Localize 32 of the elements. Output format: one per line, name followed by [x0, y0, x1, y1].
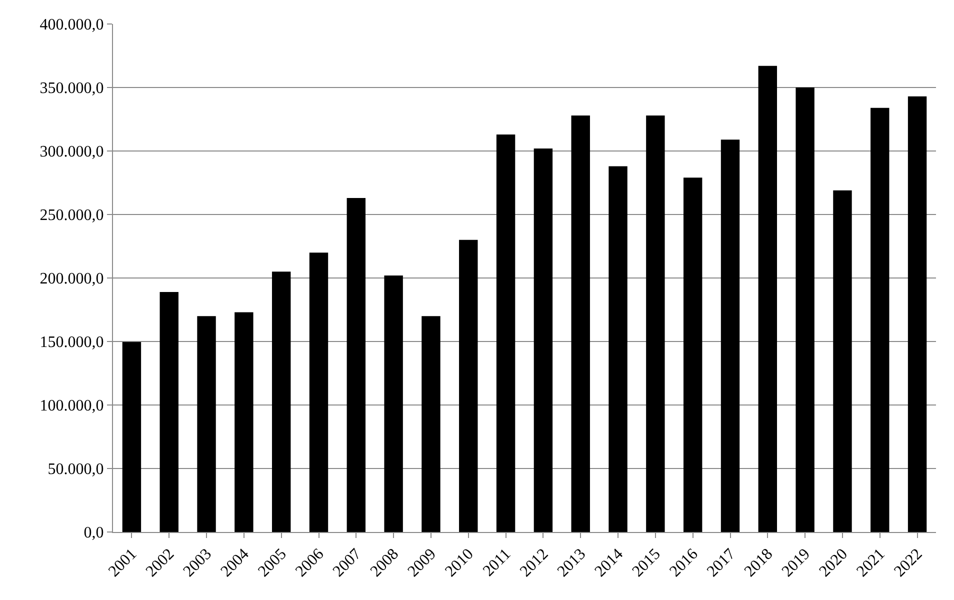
bar [833, 190, 852, 532]
bar [758, 66, 778, 532]
y-tick-label: 100.000,0 [40, 398, 104, 415]
bar [160, 292, 178, 532]
y-tick-label: 250.000,0 [40, 207, 104, 224]
bar [608, 166, 628, 532]
bar [384, 275, 403, 532]
bar [683, 178, 702, 532]
y-tick-label: 350.000,0 [40, 80, 104, 98]
bar [272, 272, 291, 532]
bar [496, 134, 516, 532]
bar [422, 316, 440, 532]
bar [309, 252, 328, 532]
x-tick-label: 2011 [480, 546, 514, 580]
bar [796, 88, 814, 532]
bar [571, 115, 590, 532]
y-tick-label: 150.000,0 [40, 334, 104, 352]
y-tick-label: 400.000,0 [40, 16, 104, 34]
bar [197, 316, 216, 532]
bar [534, 148, 553, 532]
y-tick-label: 200.000,0 [40, 270, 104, 288]
y-tick-label: 0,0 [84, 524, 104, 542]
bar [870, 108, 890, 532]
bar [122, 342, 142, 532]
bar [720, 140, 740, 532]
y-tick-label: 300.000,0 [40, 144, 104, 161]
bar [646, 115, 665, 532]
bar [908, 96, 927, 532]
bar [459, 240, 478, 532]
bar [346, 198, 366, 532]
y-tick-label: 50.000,0 [48, 461, 104, 478]
bar [234, 312, 254, 532]
